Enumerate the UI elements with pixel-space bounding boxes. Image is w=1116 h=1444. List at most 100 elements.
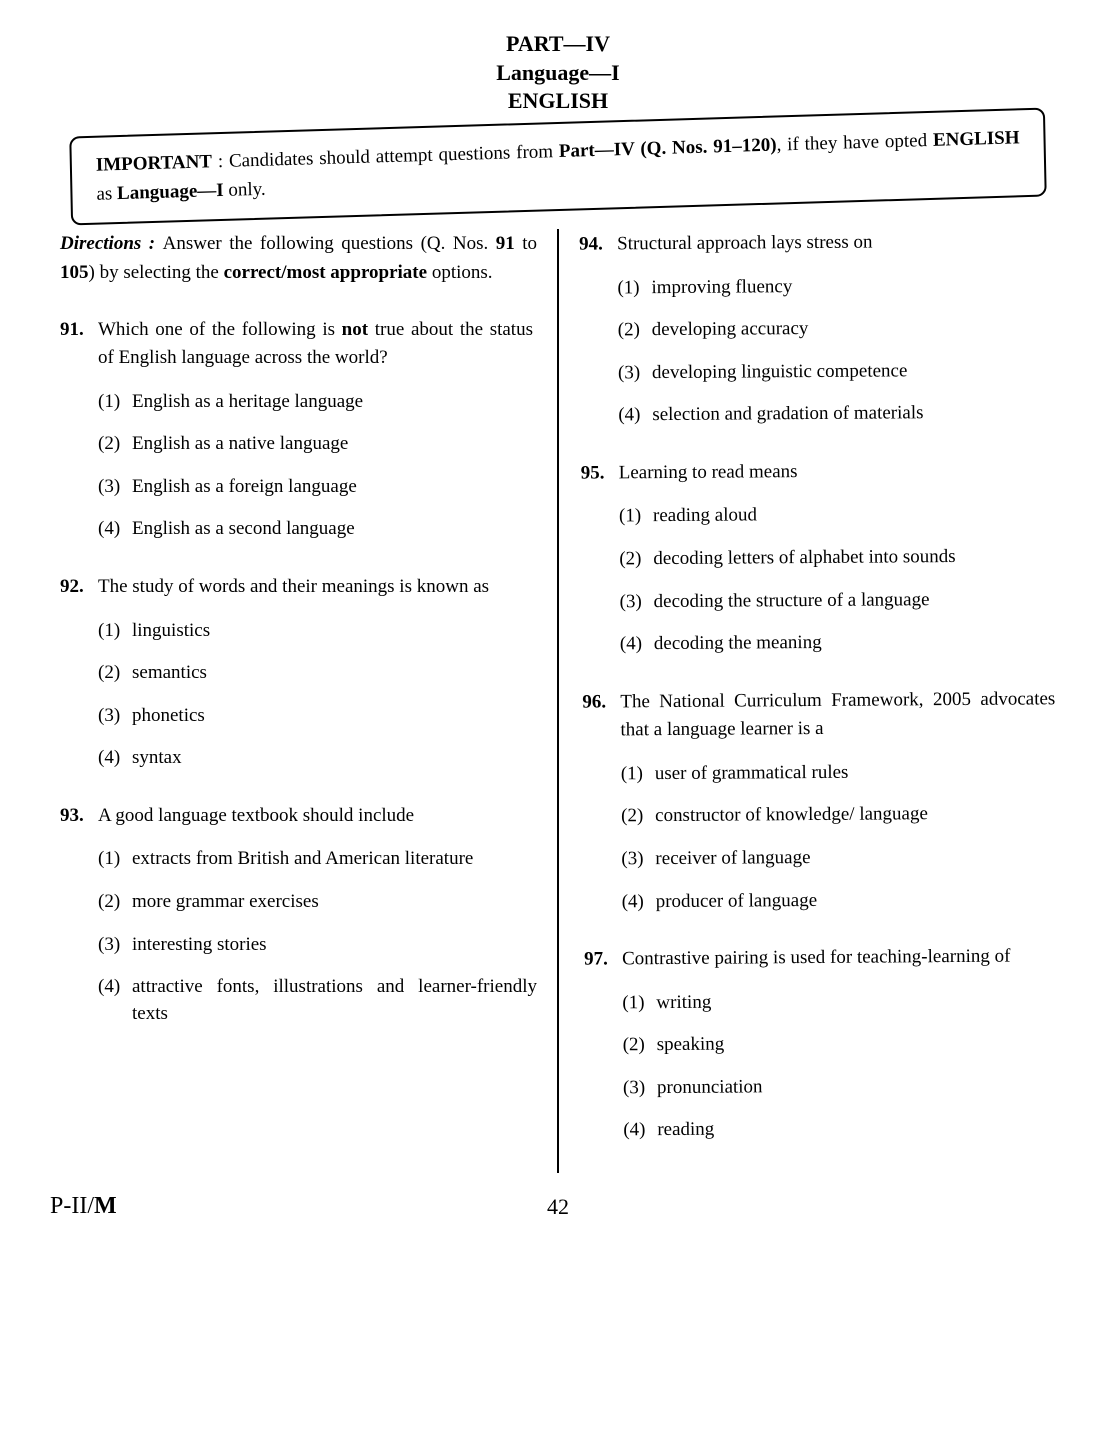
part-label: PART—IV [50, 30, 1066, 59]
option-row: (1)extracts from British and American li… [98, 846, 537, 873]
option-text: English as a native language [132, 431, 537, 458]
question-block: 97.Contrastive pairing is used for teach… [584, 942, 1062, 1144]
directions-b2: 105 [60, 262, 89, 283]
right-column: 94.Structural approach lays stress on (1)… [559, 227, 1073, 1175]
question-block: 91.Which one of the following is not tru… [60, 316, 537, 543]
important-bold-1: Part—IV (Q. Nos. 91–120) [559, 134, 777, 161]
question-block: 95.Learning to read means (1)reading alou… [581, 456, 1059, 658]
question-block: 92.The study of words and their meanings… [60, 573, 537, 772]
directions-t3: ) by selecting the [89, 262, 224, 283]
directions-t4: options. [427, 262, 492, 283]
option-number: (3) [620, 588, 654, 615]
directions-b1: 91 [496, 233, 515, 254]
option-text: attractive fonts, illustrations and lear… [132, 974, 537, 1027]
option-row: (4)selection and gradation of materials [618, 399, 1057, 429]
content-columns: Directions : Answer the following questi… [50, 229, 1066, 1173]
directions-t1: Answer the following questions (Q. Nos. [163, 233, 496, 254]
option-text: reading [657, 1114, 1062, 1143]
question-number: 91. [60, 316, 98, 345]
option-row: (1)improving fluency [617, 272, 1056, 302]
option-row: (3)decoding the structure of a language [620, 586, 1059, 616]
question-number: 94. [579, 230, 617, 259]
options-list: (1)extracts from British and American li… [60, 846, 537, 1027]
question-number: 95. [581, 459, 619, 488]
option-number: (3) [98, 932, 132, 959]
important-bold-2: ENGLISH [933, 127, 1020, 151]
option-row: (2)constructor of knowledge/ language [621, 800, 1060, 830]
options-list: (1)user of grammatical rules(2)construct… [583, 758, 1061, 916]
important-bold-3: Language—I [117, 179, 224, 203]
question-text: Structural approach lays stress on [617, 227, 1052, 259]
option-text: decoding the meaning [654, 628, 1059, 657]
option-text: reading aloud [653, 500, 1058, 529]
option-text: semantics [132, 660, 537, 687]
question-text-part: Which one of the following is [98, 319, 342, 340]
directions-t2: to [515, 233, 537, 254]
option-number: (3) [98, 703, 132, 730]
column-divider [557, 229, 559, 1173]
page-number: 42 [547, 1194, 569, 1220]
option-row: (2)decoding letters of alphabet into sou… [619, 543, 1058, 573]
question-block: 96.The National Curriculum Framework, 20… [582, 685, 1061, 916]
option-row: (3)English as a foreign language [98, 474, 537, 501]
question-text-part: A good language textbook should include [98, 805, 414, 826]
option-text: producer of language [656, 886, 1061, 915]
important-text-1: : Candidates should attempt questions fr… [212, 141, 559, 172]
option-number: (2) [98, 660, 132, 687]
option-row: (4)English as a second language [98, 516, 537, 543]
option-number: (1) [98, 389, 132, 416]
question-text: Learning to read means [619, 456, 1054, 488]
options-list: (1)reading aloud(2)decoding letters of a… [581, 500, 1059, 658]
important-text-3: as [96, 182, 117, 204]
option-text: speaking [657, 1029, 1062, 1058]
question-text-part: not [342, 319, 368, 340]
question-text-part: Structural approach lays stress on [617, 231, 873, 254]
option-number: (4) [620, 631, 654, 658]
option-number: (2) [618, 317, 652, 344]
option-text: selection and gradation of materials [652, 399, 1057, 428]
option-text: interesting stories [132, 932, 537, 959]
option-number: (4) [98, 974, 132, 1027]
right-questions-container: 94.Structural approach lays stress on (1)… [579, 227, 1062, 1144]
option-number: (3) [618, 360, 652, 387]
option-text: English as a foreign language [132, 474, 537, 501]
directions-block: Directions : Answer the following questi… [60, 229, 537, 288]
option-row: (2)English as a native language [98, 431, 537, 458]
option-number: (1) [98, 846, 132, 873]
options-list: (1)linguistics(2)semantics(3)phonetics(4… [60, 618, 537, 772]
question-number: 93. [60, 802, 98, 831]
options-list: (1)English as a heritage language(2)Engl… [60, 389, 537, 543]
question-text-part: The study of words and their meanings is… [98, 576, 489, 597]
left-column: Directions : Answer the following questi… [50, 229, 557, 1173]
option-text: developing linguistic competence [652, 357, 1057, 386]
option-number: (4) [623, 1117, 657, 1144]
option-row: (2)more grammar exercises [98, 889, 537, 916]
option-text: improving fluency [651, 272, 1056, 301]
footer-left: P-II/M [50, 1193, 117, 1220]
option-text: receiver of language [655, 843, 1060, 872]
directions-b3: correct/most appropriate [224, 262, 428, 283]
option-number: (1) [98, 618, 132, 645]
option-number: (3) [98, 474, 132, 501]
option-row: (4)reading [623, 1114, 1062, 1144]
directions-label: Directions : [60, 233, 163, 254]
option-row: (3)developing linguistic competence [618, 357, 1057, 387]
option-text: linguistics [132, 618, 537, 645]
option-text: pronunciation [657, 1072, 1062, 1101]
option-row: (4)attractive fonts, illustrations and l… [98, 974, 537, 1027]
question-number: 92. [60, 573, 98, 602]
option-row: (1)linguistics [98, 618, 537, 645]
option-text: English as a heritage language [132, 389, 537, 416]
question-text: The study of words and their meanings is… [98, 573, 533, 602]
options-list: (1)writing(2)speaking(3)pronunciation(4)… [584, 987, 1062, 1145]
option-row: (1)writing [622, 987, 1061, 1017]
question-number: 96. [582, 688, 620, 717]
option-text: writing [656, 987, 1061, 1016]
option-row: (4)decoding the meaning [620, 628, 1059, 658]
option-number: (2) [98, 431, 132, 458]
important-text-4: only. [223, 178, 265, 200]
option-number: (1) [617, 274, 651, 301]
option-text: user of grammatical rules [655, 758, 1060, 787]
footer-code-plain: P-II/ [50, 1193, 94, 1219]
option-text: extracts from British and American liter… [132, 846, 537, 873]
